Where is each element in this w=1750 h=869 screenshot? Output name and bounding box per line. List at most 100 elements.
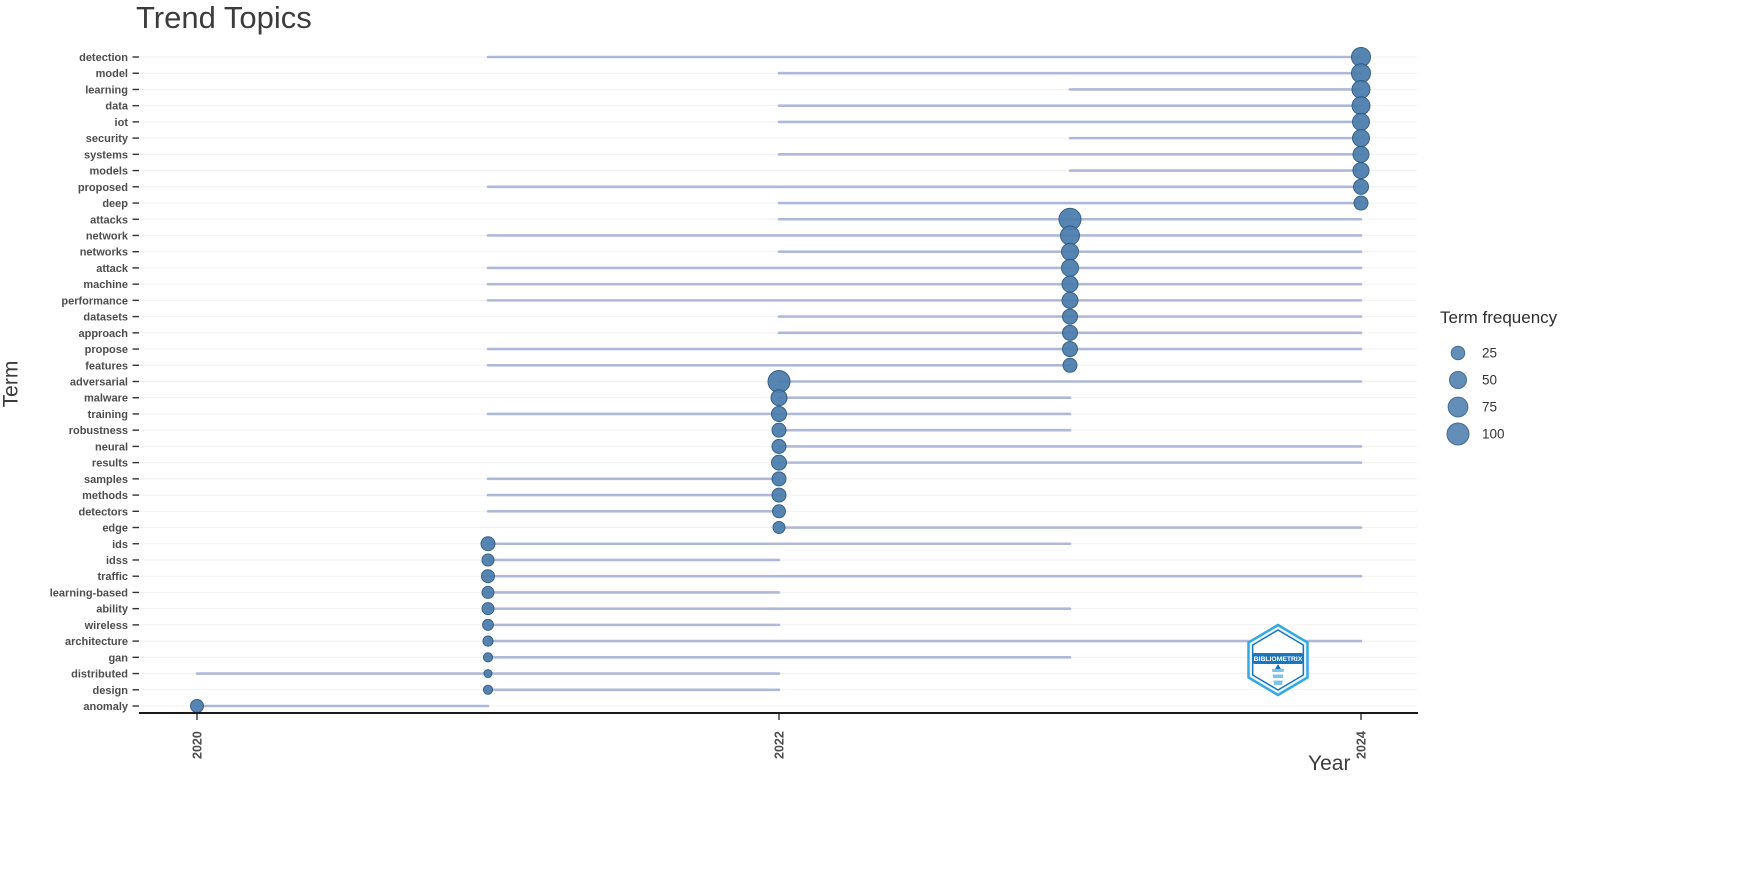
term-label: learning: [85, 84, 128, 96]
logo-lighthouse-top: [1275, 664, 1281, 669]
term-label: data: [105, 101, 129, 113]
chart-title: Trend Topics: [136, 0, 312, 35]
legend-items: 25 50 75 100: [1446, 345, 1505, 446]
term-label: deep: [102, 198, 128, 210]
term-label: approach: [78, 328, 128, 340]
legend-dot: [1450, 345, 1466, 361]
axis-ticks: [132, 56, 139, 707]
term-label: adversarial: [70, 377, 128, 389]
term-label: gan: [108, 652, 128, 664]
term-label: wireless: [84, 620, 128, 632]
term-dot: [1059, 225, 1081, 246]
term-dot: [482, 635, 494, 647]
term-label: network: [86, 230, 129, 242]
term-label: security: [86, 133, 129, 145]
term-label: architecture: [65, 636, 128, 648]
legend-title: Term frequency: [1440, 308, 1558, 327]
term-label: performance: [61, 295, 128, 307]
term-dot: [1351, 129, 1371, 148]
term-dots: [190, 46, 1372, 713]
x-tick-label: 2020: [191, 731, 205, 759]
term-label: iot: [115, 117, 129, 129]
term-dot: [481, 585, 495, 599]
logo-lighthouse-stripe: [1272, 678, 1284, 681]
term-dot: [483, 669, 493, 679]
logo-lighthouse-icon: [1272, 669, 1284, 685]
x-tick-label: 2024: [1355, 731, 1369, 759]
term-label: anomaly: [83, 701, 129, 713]
term-labels: detection model learning data iot security sys…: [50, 52, 129, 713]
term-label: results: [92, 458, 128, 470]
bibliometrix-logo: BIBLIOMETRIX: [1243, 623, 1313, 697]
term-dot: [771, 487, 787, 503]
term-dot: [1061, 341, 1079, 358]
term-dot: [771, 422, 787, 438]
term-label: networks: [80, 247, 128, 259]
term-dot: [480, 536, 496, 552]
term-label: models: [89, 166, 128, 178]
term-label: model: [96, 68, 128, 80]
term-label: proposed: [78, 182, 128, 194]
term-dot: [1352, 145, 1370, 163]
term-dot: [772, 521, 786, 535]
term-label: ids: [112, 539, 128, 551]
term-label: samples: [84, 474, 128, 486]
logo-text: BIBLIOMETRIX: [1254, 656, 1303, 663]
term-dot: [772, 504, 786, 519]
term-label: learning-based: [50, 587, 128, 599]
term-dot: [1351, 79, 1371, 99]
term-dot: [481, 569, 495, 584]
term-dot: [1060, 258, 1080, 277]
term-label: neural: [95, 441, 128, 453]
term-dot: [1352, 178, 1370, 195]
term-dot: [767, 370, 791, 393]
term-label: ability: [96, 604, 129, 616]
term-dot: [1352, 162, 1370, 180]
legend: Term frequency 25 50 75 100: [1440, 308, 1610, 466]
term-dot: [1062, 357, 1078, 373]
term-dot: [190, 699, 204, 713]
term-dot: [771, 438, 787, 454]
term-dot: [482, 684, 494, 695]
term-label: robustness: [69, 425, 128, 437]
term-dot: [1061, 275, 1079, 293]
term-label: edge: [102, 523, 128, 535]
legend-size-label: 25: [1482, 346, 1497, 361]
term-dot: [482, 652, 494, 663]
x-tick-label: 2022: [773, 731, 787, 759]
term-label: traffic: [97, 571, 128, 583]
y-axis-label: Term: [0, 360, 23, 408]
logo-banner: [1253, 653, 1303, 664]
term-label: methods: [82, 490, 128, 502]
term-dot: [771, 471, 787, 487]
term-dot: [770, 389, 788, 407]
term-dot: [1350, 63, 1372, 84]
term-dot: [1351, 96, 1371, 116]
legend-dot: [1447, 396, 1469, 418]
term-label: detection: [79, 52, 128, 64]
term-label: features: [85, 360, 128, 372]
term-label: idss: [106, 555, 128, 567]
legend-size-label: 100: [1482, 427, 1505, 442]
term-dot: [1061, 324, 1079, 341]
term-dot: [770, 454, 788, 471]
term-dot: [770, 405, 788, 422]
term-label: detectors: [78, 506, 128, 518]
term-dot: [1060, 242, 1080, 261]
term-label: malware: [84, 393, 128, 405]
term-dot: [482, 618, 494, 631]
logo-lighthouse-stripe: [1272, 672, 1284, 675]
legend-size-label: 50: [1482, 373, 1497, 388]
term-label: systems: [84, 149, 128, 161]
x-axis-label: Year: [1308, 752, 1351, 775]
legend-dot: [1448, 370, 1468, 390]
term-label: datasets: [83, 312, 128, 324]
legend-dot: [1446, 422, 1470, 446]
term-dot: [1353, 195, 1369, 211]
x-axis: 2020 2022 2024: [139, 712, 1418, 759]
term-label: attack: [96, 263, 129, 275]
term-dot: [1061, 308, 1079, 325]
term-dot: [481, 602, 495, 616]
term-label: propose: [85, 344, 128, 356]
